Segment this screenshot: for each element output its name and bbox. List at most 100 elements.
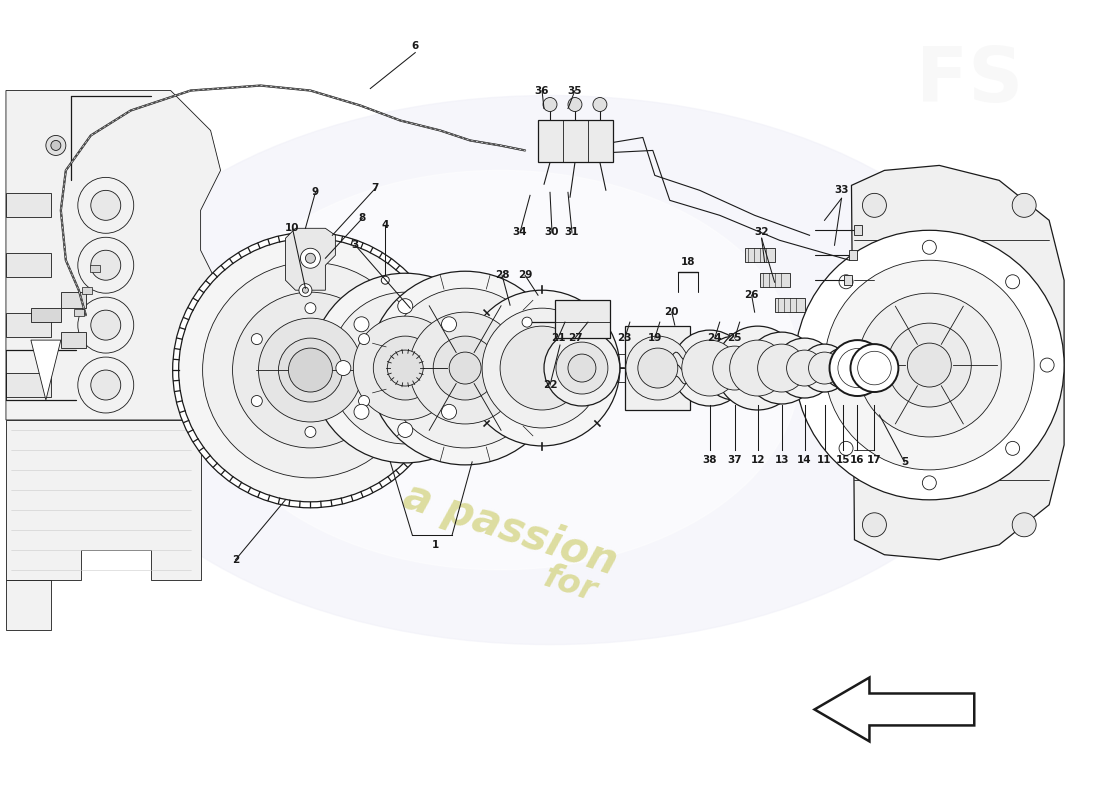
Circle shape	[568, 98, 582, 111]
Bar	[81, 286, 91, 294]
Circle shape	[923, 240, 936, 254]
Polygon shape	[286, 228, 336, 290]
Text: 2: 2	[232, 554, 239, 565]
Text: 7: 7	[372, 183, 379, 194]
Circle shape	[1005, 274, 1020, 289]
Circle shape	[543, 98, 557, 111]
Circle shape	[1005, 442, 1020, 455]
Circle shape	[299, 284, 312, 297]
Text: 31: 31	[564, 227, 580, 238]
Circle shape	[862, 194, 887, 218]
Text: 8: 8	[359, 214, 366, 223]
Circle shape	[310, 274, 500, 463]
Circle shape	[500, 326, 584, 410]
Text: 16: 16	[850, 455, 865, 465]
Circle shape	[729, 340, 785, 396]
Text: 6: 6	[411, 41, 419, 50]
Bar	[845, 275, 853, 285]
Text: 25: 25	[727, 333, 741, 343]
Circle shape	[850, 344, 899, 392]
Circle shape	[398, 422, 412, 438]
Text: 37: 37	[727, 455, 742, 465]
Polygon shape	[6, 90, 221, 420]
Text: 21: 21	[551, 333, 565, 343]
Text: 23: 23	[617, 333, 632, 343]
Bar	[6, 313, 51, 337]
Text: 10: 10	[285, 223, 299, 234]
Circle shape	[441, 317, 456, 332]
Circle shape	[288, 348, 332, 392]
Bar	[538, 121, 613, 162]
Text: 18: 18	[681, 258, 695, 267]
Circle shape	[173, 232, 448, 508]
Circle shape	[839, 442, 853, 455]
Circle shape	[758, 344, 805, 392]
Polygon shape	[6, 580, 51, 630]
Circle shape	[1012, 194, 1036, 218]
Circle shape	[373, 336, 437, 400]
Ellipse shape	[76, 95, 1024, 645]
Circle shape	[838, 349, 877, 388]
Circle shape	[626, 336, 690, 400]
Circle shape	[305, 302, 316, 314]
Circle shape	[786, 350, 823, 386]
Text: 24: 24	[707, 333, 722, 343]
Text: 14: 14	[798, 455, 812, 465]
Circle shape	[354, 317, 368, 332]
Circle shape	[305, 426, 316, 438]
Circle shape	[808, 352, 840, 384]
Text: 28: 28	[495, 270, 509, 280]
Bar	[774, 298, 804, 312]
Circle shape	[302, 287, 308, 293]
Text: 1: 1	[431, 540, 439, 550]
Circle shape	[858, 351, 891, 385]
Circle shape	[258, 318, 362, 422]
Circle shape	[78, 178, 134, 234]
Bar	[6, 254, 51, 278]
Circle shape	[359, 395, 370, 406]
Text: 36: 36	[535, 86, 549, 95]
Polygon shape	[851, 166, 1064, 560]
Text: 15: 15	[836, 455, 850, 465]
Text: 11: 11	[817, 455, 832, 465]
Circle shape	[774, 338, 835, 398]
Bar	[6, 194, 51, 218]
Text: 9: 9	[311, 187, 319, 198]
Circle shape	[482, 308, 602, 428]
Bar	[760, 274, 790, 287]
Circle shape	[51, 141, 60, 150]
Circle shape	[556, 342, 608, 394]
Circle shape	[78, 238, 134, 293]
Bar	[855, 226, 862, 235]
Text: 30: 30	[544, 227, 559, 238]
Circle shape	[306, 254, 316, 263]
Circle shape	[703, 336, 767, 400]
Text: 4: 4	[382, 220, 389, 230]
Circle shape	[91, 370, 121, 400]
Circle shape	[593, 98, 607, 111]
Text: 22: 22	[542, 380, 558, 390]
Circle shape	[568, 354, 596, 382]
Circle shape	[251, 395, 262, 406]
Circle shape	[801, 344, 848, 392]
Circle shape	[433, 336, 497, 400]
Circle shape	[888, 323, 971, 407]
Circle shape	[398, 298, 412, 314]
Circle shape	[1012, 513, 1036, 537]
Text: FS: FS	[915, 43, 1023, 118]
Circle shape	[923, 476, 936, 490]
Circle shape	[368, 271, 562, 465]
Circle shape	[354, 404, 368, 419]
Circle shape	[825, 260, 1034, 470]
Bar	[60, 292, 86, 308]
Circle shape	[382, 276, 389, 284]
Text: 26: 26	[745, 290, 759, 300]
Text: for: for	[539, 561, 601, 609]
Text: 13: 13	[774, 455, 789, 465]
Text: 29: 29	[518, 270, 532, 280]
Circle shape	[682, 340, 738, 396]
Text: 19: 19	[648, 333, 662, 343]
Circle shape	[832, 356, 856, 380]
Circle shape	[522, 317, 532, 327]
Circle shape	[91, 190, 121, 220]
